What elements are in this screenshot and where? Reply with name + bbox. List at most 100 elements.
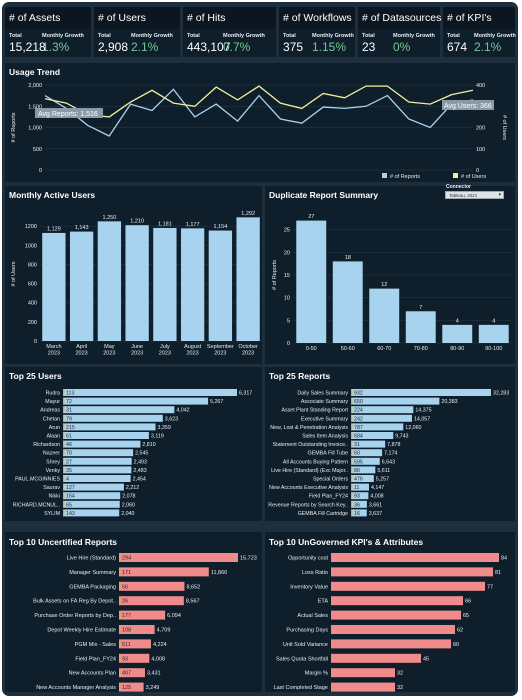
avg-users-label: Avg Users: 366: [444, 103, 492, 110]
x-tick-label: 2023: [214, 351, 226, 357]
y-category-label: Loss Ratio: [302, 570, 328, 576]
bar: [63, 423, 156, 431]
bar: [63, 389, 237, 396]
x-tick-label: 2023: [76, 351, 88, 357]
bar: [63, 414, 163, 422]
secondary-label: 113: [66, 391, 74, 397]
y-category-label: Last Completed Stage: [274, 685, 328, 691]
usage-trend-panel: Usage Trend 05001,0001,5002,000010020030…: [5, 63, 515, 182]
bar: [351, 432, 394, 439]
bar: [332, 261, 363, 343]
secondary-marker: [351, 441, 353, 448]
data-label: 12: [381, 282, 387, 288]
legend-swatch-users: [453, 173, 458, 178]
y-category-label: Associate Summary: [301, 399, 348, 405]
kpi-card: # of Users Total 2,908 Monthly Growth 2.1%: [94, 7, 180, 57]
y-category-label: Venky: [46, 468, 61, 474]
data-label: 65: [463, 613, 469, 619]
secondary-label: 787: [354, 425, 363, 431]
y-tick-label: 600: [28, 282, 37, 288]
duplicate-panel: Duplicate Report Summary Connector Table…: [265, 184, 515, 364]
y-category-label: Depot Weekly Hire Estimate: [47, 628, 116, 634]
y-category-label: Field Plan_FY24: [75, 656, 116, 662]
kpi-card: # of Assets Total 15,218 Monthly Growth 1.3%: [5, 7, 91, 57]
secondary-label: 177: [122, 613, 131, 619]
secondary-label: 36: [354, 502, 360, 508]
secondary-marker: [119, 553, 121, 562]
bar: [331, 553, 499, 562]
legend-label-users: # of Users: [461, 174, 486, 180]
bar: [63, 397, 209, 405]
secondary-label: 16: [354, 511, 360, 517]
connector-dropdown[interactable]: Tableau, 2021 ▾: [445, 191, 504, 199]
data-label: 8,567: [186, 599, 200, 605]
secondary-marker: [351, 466, 353, 473]
bar: [63, 432, 149, 439]
data-label: 5,611: [377, 468, 390, 474]
secondary-marker: [351, 475, 353, 482]
x-tick-label: October: [238, 344, 258, 350]
top-reports-title: Top 25 Reports: [269, 371, 331, 381]
data-label: 9,743: [395, 434, 408, 440]
kpi-total-label: Total: [362, 33, 375, 39]
y-category-label: Purchase Order Reports by Dep..: [34, 613, 116, 619]
bar: [119, 553, 238, 562]
bar: [63, 440, 141, 448]
secondary-label: 171: [122, 570, 131, 576]
y-tick-label: 25: [284, 228, 290, 234]
secondary-label: 46: [66, 442, 72, 448]
y-category-label: Mayur: [45, 399, 60, 405]
x-tick-label: September: [207, 344, 234, 350]
bar: [351, 414, 412, 422]
secondary-label: 595: [354, 459, 363, 465]
bar: [119, 682, 144, 692]
bar: [351, 492, 369, 500]
y-category-label: Rudra: [46, 391, 60, 397]
x-tick-label: July: [160, 344, 170, 350]
bar: [405, 311, 436, 343]
y-category-label: Shrey: [46, 459, 60, 465]
data-label: 1,292: [241, 211, 255, 217]
monthly-active-chart: 0 200 400 600 800 1000 1200 # of Users 1,129 Marc…: [11, 211, 262, 357]
data-label: 18: [345, 255, 351, 261]
data-label: 32,283: [493, 391, 509, 397]
bar: [180, 228, 205, 341]
data-label: 4: [456, 318, 459, 324]
bar: [351, 389, 491, 396]
secondary-label: 143: [66, 511, 75, 517]
connector-value: Tableau, 2021: [449, 193, 478, 198]
secondary-marker: [63, 492, 65, 499]
kpi-growth-value: 2.1%: [474, 40, 502, 54]
kpi-card: # of Workflows Total 375 Monthly Growth 1.15…: [279, 7, 355, 57]
secondary-label: 35: [66, 468, 72, 474]
y-category-label: PGM Mix - Sales: [75, 642, 117, 648]
secondary-label: 70: [66, 451, 72, 457]
bar: [119, 581, 185, 591]
data-label: 77: [487, 584, 493, 590]
x-tick-label: 60-70: [377, 346, 391, 352]
y-category-label: Richardson: [33, 442, 60, 448]
secondary-marker: [63, 449, 65, 456]
secondary-marker: [63, 398, 65, 405]
data-label: 14,375: [415, 408, 431, 414]
y-tick-label: 800: [28, 262, 37, 268]
data-label: 5,267: [210, 399, 223, 405]
secondary-label: 11: [354, 485, 360, 491]
secondary-label: 27: [66, 459, 72, 465]
y-category-label: GEMBA Packaging: [69, 584, 116, 590]
x-tick-label: August: [184, 344, 202, 350]
data-label: 62: [457, 628, 463, 634]
x-tick-label: 2023: [131, 351, 143, 357]
data-label: 6,094: [167, 613, 181, 619]
y-category-label: Revenue Reports by Search Key..: [268, 502, 348, 508]
duplicate-chart: 0 5 10 15 20 25 # of Reports 27 0-50 18 50-60 12 60-…: [272, 214, 512, 352]
kpi-total-label: Total: [187, 33, 200, 39]
legend-label-reports: # of Reports: [390, 174, 420, 180]
ungoverned-chart: Opportunity cost 84 Loss Ratio 81 Inventory …: [274, 553, 507, 692]
data-label: 1,210: [130, 219, 144, 225]
secondary-label: 125: [122, 685, 131, 691]
kpi-title: # of KPI's: [443, 7, 515, 29]
x-tick-label: 80-90: [450, 346, 464, 352]
